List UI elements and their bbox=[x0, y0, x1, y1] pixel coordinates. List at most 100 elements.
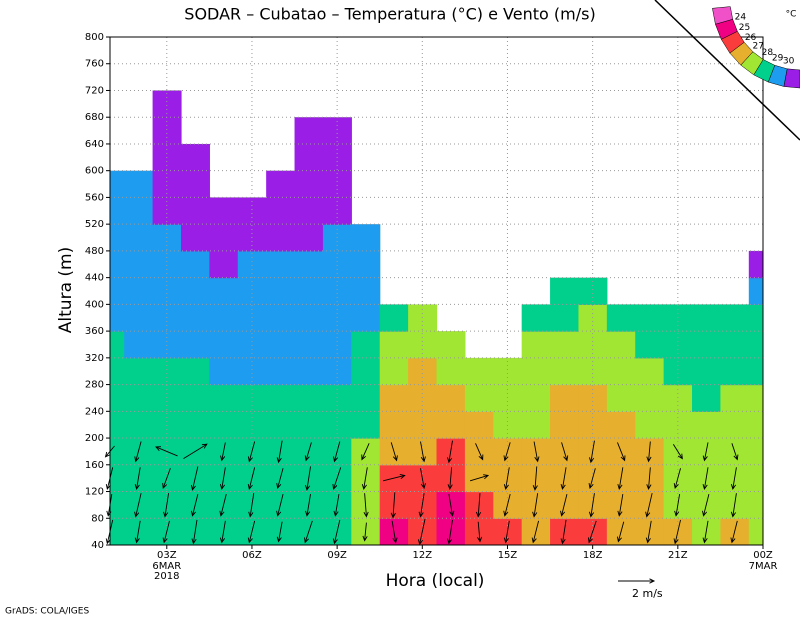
temperature-cell bbox=[692, 357, 722, 386]
y-tick-label: 640 bbox=[85, 139, 104, 150]
wind-vector bbox=[191, 519, 198, 545]
temperature-cell bbox=[180, 331, 210, 359]
wind-vector bbox=[305, 466, 311, 491]
wind-vector bbox=[383, 473, 406, 482]
wind-vector bbox=[361, 443, 370, 461]
temperature-cell bbox=[266, 170, 296, 199]
temperature-cell bbox=[110, 331, 125, 359]
wind-vector bbox=[646, 441, 652, 463]
temperature-cell bbox=[351, 384, 381, 412]
wind-vector bbox=[305, 494, 311, 517]
x-tick-label: 03Z bbox=[157, 550, 177, 561]
wind-vector bbox=[390, 492, 396, 519]
wind-vector bbox=[420, 441, 426, 463]
wind-vector bbox=[332, 519, 341, 545]
wind-vector bbox=[390, 442, 398, 462]
temperature-cell bbox=[266, 224, 296, 252]
temperature-cell bbox=[436, 357, 466, 386]
temperature-cell bbox=[578, 331, 608, 359]
y-tick-label: 600 bbox=[85, 166, 104, 177]
temperature-cell bbox=[748, 438, 763, 466]
temperature-cell bbox=[635, 411, 665, 439]
colorbar-swatch bbox=[712, 6, 733, 25]
temperature-cell bbox=[408, 357, 438, 386]
temperature-cell bbox=[124, 170, 154, 199]
temperature-cell bbox=[408, 411, 438, 439]
temperature-cell bbox=[408, 304, 438, 332]
temperature-cell bbox=[110, 197, 125, 225]
y-tick-label: 760 bbox=[85, 59, 104, 70]
y-tick-label: 80 bbox=[91, 513, 104, 524]
wind-vector bbox=[531, 520, 540, 544]
temperature-cell bbox=[266, 331, 296, 359]
y-tick-label: 240 bbox=[85, 406, 104, 417]
colorbar-label: 27 bbox=[753, 41, 764, 51]
temperature-cell bbox=[493, 384, 523, 412]
temperature-cell bbox=[294, 331, 324, 359]
temperature-cell bbox=[124, 357, 154, 386]
wind-vector bbox=[247, 520, 256, 544]
wind-vector bbox=[730, 467, 737, 490]
temperature-cell bbox=[237, 331, 267, 359]
temperature-cell bbox=[521, 357, 551, 386]
wind-vector bbox=[104, 445, 115, 458]
temperature-cell bbox=[110, 438, 125, 466]
temperature-cell bbox=[635, 304, 665, 332]
temperature-cell bbox=[110, 277, 125, 305]
temperature-cell bbox=[748, 331, 763, 359]
temperature-cell bbox=[110, 518, 125, 545]
temperature-cell bbox=[606, 411, 636, 439]
temperature-cell bbox=[180, 224, 210, 252]
temperature-cell bbox=[550, 331, 580, 359]
temperature-cell bbox=[720, 357, 750, 386]
temperature-cell bbox=[578, 277, 608, 305]
wind-vector bbox=[247, 467, 256, 490]
temperature-cell bbox=[606, 331, 636, 359]
temperature-cell bbox=[266, 384, 296, 412]
wind-vector bbox=[363, 493, 369, 518]
temperature-cell bbox=[124, 250, 154, 279]
wind-vector bbox=[276, 493, 284, 517]
wind-vector bbox=[418, 493, 425, 518]
temperature-cell bbox=[635, 384, 665, 412]
wind-vector bbox=[391, 520, 398, 544]
x-tick-label: 15Z bbox=[498, 550, 518, 561]
y-tick-label: 40 bbox=[91, 540, 104, 551]
temperature-cell bbox=[237, 357, 267, 386]
wind-vector bbox=[134, 441, 142, 463]
wind-vector bbox=[276, 440, 283, 464]
temperature-cell bbox=[322, 304, 352, 332]
x-tick-label: 12Z bbox=[413, 550, 433, 561]
temperature-cell bbox=[110, 357, 125, 386]
temperature-cell bbox=[692, 411, 722, 439]
temperature-cell bbox=[748, 411, 763, 439]
temperature-cell bbox=[578, 384, 608, 412]
temperature-cell bbox=[180, 197, 210, 225]
temperature-cell bbox=[110, 224, 125, 252]
wind-vector bbox=[587, 520, 597, 544]
wind-vector bbox=[730, 493, 737, 518]
wind-vector bbox=[730, 520, 738, 544]
wind-vector bbox=[105, 467, 114, 490]
temperature-cell bbox=[720, 304, 750, 332]
temperature-cell bbox=[209, 250, 239, 279]
temperature-cell bbox=[294, 411, 324, 439]
wind-vector bbox=[276, 468, 284, 490]
wind-vector bbox=[134, 493, 142, 518]
wind-vector bbox=[475, 443, 484, 461]
temperature-cell bbox=[663, 304, 693, 332]
wind-vector bbox=[503, 467, 510, 490]
temperature-cell bbox=[464, 357, 494, 386]
temperature-cell bbox=[294, 117, 324, 145]
wind-vector bbox=[183, 443, 208, 460]
temperature-cell bbox=[110, 170, 125, 199]
temperature-cell bbox=[692, 384, 722, 412]
colorbar-label: 25 bbox=[739, 23, 750, 33]
temperature-cell bbox=[493, 411, 523, 439]
wind-vector bbox=[617, 494, 624, 517]
y-tick-label: 560 bbox=[85, 192, 104, 203]
temperature-cell bbox=[294, 384, 324, 412]
wind-vector bbox=[469, 474, 490, 482]
date-label: 7MAR bbox=[749, 561, 778, 572]
